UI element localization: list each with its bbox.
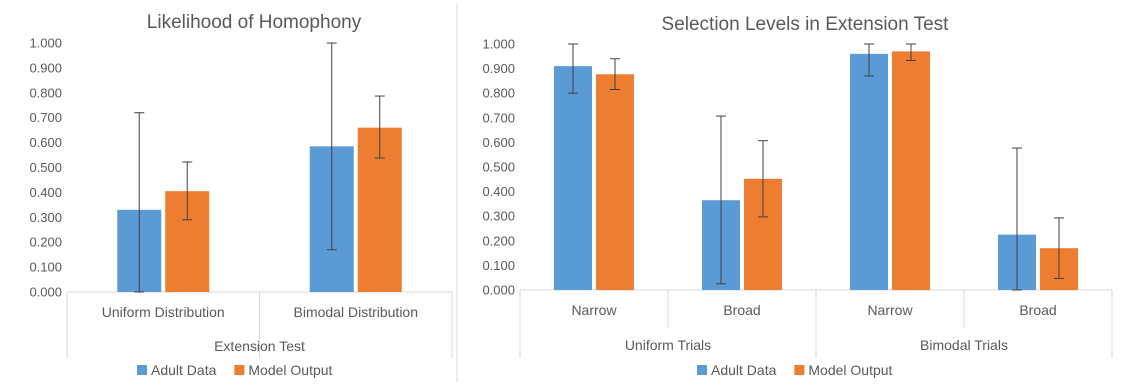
chart2-title: Selection Levels in Extension Test (662, 14, 950, 35)
chart2-y-tick-label: 0.800 (482, 86, 515, 101)
chart2-group-label: Bimodal Trials (920, 337, 1008, 353)
chart2-y-tick-label: 0.700 (482, 110, 515, 125)
chart1-legend-label: Model Output (248, 362, 332, 378)
chart1-y-tick-label: 1.000 (29, 36, 62, 51)
chart2-y-tick-label: 0.500 (482, 160, 515, 175)
chart1-y-tick-label: 0.700 (29, 110, 62, 125)
chart2-y-tick-label: 1.000 (482, 37, 515, 52)
chart2-bar-adult-data (850, 53, 888, 291)
chart2-y-tick-label: 0.300 (482, 209, 515, 224)
chart1-category-label: Uniform Distribution (102, 304, 225, 320)
chart1-y-tick-label: 0.100 (29, 260, 62, 275)
chart1-y-tick-label: 0.600 (29, 135, 62, 150)
chart2-bar-model-output (596, 74, 634, 291)
chart1-y-tick-label: 0.400 (29, 185, 62, 200)
chart1-legend-swatch (234, 365, 245, 375)
chart2-legend-swatch (697, 365, 707, 375)
chart2-bar-adult-data (554, 66, 592, 290)
chart1-y-tick-label: 0.800 (29, 85, 62, 100)
chart2-bar-model-output (892, 51, 930, 290)
chart1-group-label: Extension Test (214, 338, 305, 354)
chart1-category-label: Bimodal Distribution (294, 304, 419, 320)
chart2-category-label: Broad (723, 302, 760, 318)
chart2-category-label: Narrow (571, 302, 617, 318)
chart2-y-tick-label: 0.600 (482, 135, 515, 150)
chart1-legend-swatch (137, 365, 147, 375)
chart2-category-label: Narrow (867, 302, 913, 318)
chart2-y-tick-label: 0.400 (482, 184, 515, 199)
chart2-y-tick-label: 0.100 (482, 258, 515, 273)
chart1-y-tick-label: 0.200 (29, 235, 62, 250)
chart1-y-tick-label: 0.000 (29, 285, 62, 300)
chart1-title: Likelihood of Homophony (147, 12, 362, 33)
chart1-legend-label: Adult Data (151, 362, 217, 378)
chart2-category-label: Broad (1019, 302, 1056, 318)
chart1-y-tick-label: 0.900 (29, 60, 62, 75)
chart2-legend-swatch (794, 365, 805, 375)
chart1-y-tick-label: 0.500 (29, 160, 62, 175)
chart2-group-label: Uniform Trials (625, 337, 711, 353)
chart2-y-tick-label: 0.200 (482, 233, 515, 248)
chart2-y-tick-label: 0.000 (482, 283, 515, 298)
chart2-legend-label: Model Output (808, 362, 892, 378)
chart2-legend-label: Adult Data (711, 362, 777, 378)
chart1-y-tick-label: 0.300 (29, 210, 62, 225)
chart2-y-tick-label: 0.900 (482, 61, 515, 76)
